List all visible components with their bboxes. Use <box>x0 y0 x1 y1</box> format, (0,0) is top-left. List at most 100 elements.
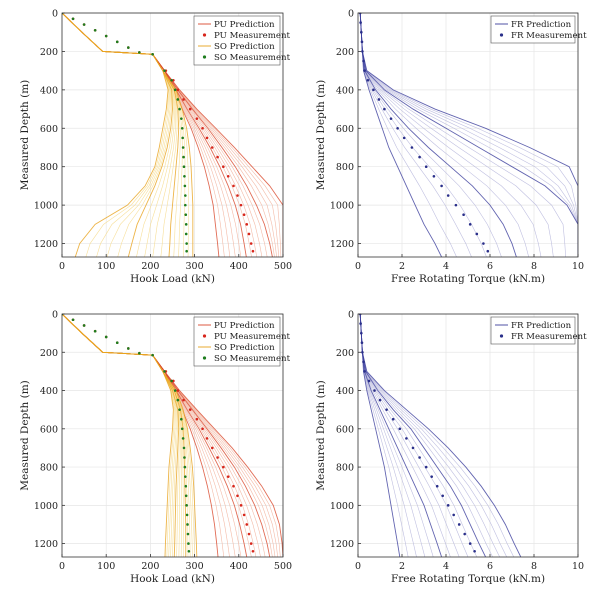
prediction-curve-faint <box>359 13 530 257</box>
measurement-point <box>482 242 485 245</box>
measurement-point <box>247 532 251 536</box>
prediction-curve <box>62 13 173 257</box>
legend-swatch-dot <box>202 33 207 37</box>
panel-hook-load-top: 0 100 200 300 400 500 0 200 400 600 800 1000 1200 Hoo… <box>19 9 292 286</box>
measurement-point <box>418 456 421 459</box>
prediction-curve-faint <box>62 13 181 257</box>
measurement-point <box>210 146 214 149</box>
measurement-point <box>181 146 185 149</box>
measurement-point <box>454 203 458 207</box>
measurement-point <box>195 117 199 120</box>
prediction-curve <box>62 314 198 557</box>
prediction-curve-faint <box>62 13 171 257</box>
prediction-curve <box>62 13 194 257</box>
measurement-point <box>184 232 188 236</box>
measurement-point <box>486 249 490 253</box>
y-tick-label: 600 <box>336 124 354 135</box>
measurement-point <box>186 532 190 536</box>
panel-torque-top: 0 2 4 6 8 10 0 200 400 600 800 1000 1200 Free Rotatin… <box>315 9 587 286</box>
prediction-curve-faint <box>62 314 184 557</box>
y-tick-label: 1200 <box>34 539 58 550</box>
y-tick-label: 200 <box>40 47 58 58</box>
axes-frame <box>357 313 579 558</box>
prediction-curve-faint <box>62 13 176 257</box>
prediction-curve-faint <box>62 314 191 557</box>
measurement-point <box>440 184 443 188</box>
measurement-point <box>182 165 186 169</box>
prediction-curve-faint <box>359 13 542 257</box>
series-so-prediction <box>62 314 198 557</box>
measurement-point <box>201 427 204 431</box>
measurement-point <box>410 146 414 149</box>
measurement-point <box>468 542 472 545</box>
measurement-point <box>360 341 364 345</box>
y-tick-label: 600 <box>40 424 58 435</box>
measurement-point <box>359 322 362 325</box>
measurement-point <box>366 78 370 82</box>
series-fr-prediction <box>359 13 578 257</box>
measurement-point <box>176 98 180 101</box>
legend-label: SO Measurement <box>214 354 291 364</box>
measurement-point <box>205 136 209 140</box>
y-tick-label: 200 <box>336 348 354 359</box>
prediction-curve-faint <box>62 13 170 257</box>
measurement-point <box>232 184 235 188</box>
prediction-curve-faint <box>62 314 181 557</box>
x-tick-label: 6 <box>487 561 493 572</box>
x-axis-label: Free Rotating Torque (kN.m) <box>391 273 545 285</box>
measurement-point <box>239 203 243 207</box>
legend-label: FR Measurement <box>511 332 587 342</box>
measurement-point <box>180 126 184 130</box>
measurement-point <box>468 223 472 226</box>
measurement-point <box>249 242 253 245</box>
y-tick-label: 600 <box>336 424 354 435</box>
measurement-point <box>176 398 180 402</box>
x-tick-label: 500 <box>274 261 292 272</box>
x-tick-label: 300 <box>186 261 204 272</box>
prediction-curve <box>359 314 522 557</box>
x-tick-label: 200 <box>141 261 159 272</box>
x-tick-label: 4 <box>443 561 449 572</box>
measurement-point <box>188 107 192 111</box>
y-tick-label: 800 <box>336 162 354 173</box>
prediction-curve-faint <box>359 314 469 557</box>
y-tick-label: 600 <box>40 124 58 135</box>
x-tick-label: 100 <box>97 561 115 572</box>
x-tick-label: 0 <box>59 261 65 272</box>
legend-label: FR Prediction <box>511 20 572 30</box>
measurement-point <box>178 107 181 111</box>
measurement-point <box>187 549 191 553</box>
measurement-point <box>151 53 154 56</box>
measurement-point <box>242 213 246 217</box>
prediction-curve <box>62 314 180 557</box>
x-tick-label: 300 <box>186 561 204 572</box>
measurement-point <box>475 232 479 236</box>
measurement-point <box>245 523 249 526</box>
series-fr-measurement <box>358 314 476 553</box>
y-tick-label: 1200 <box>330 539 354 550</box>
measurement-point <box>239 504 243 507</box>
measurement-point <box>446 194 450 197</box>
axes-frame <box>61 12 284 258</box>
y-tick-label: 800 <box>40 463 58 474</box>
measurement-point <box>181 136 184 140</box>
prediction-curve-faint <box>359 314 417 557</box>
measurement-point <box>236 494 239 498</box>
axes-frame <box>357 12 579 258</box>
x-tick-label: 2 <box>399 561 405 572</box>
measurement-point <box>71 17 75 21</box>
prediction-curve <box>359 314 487 557</box>
legend-swatch-dot <box>499 33 504 37</box>
y-tick-label: 400 <box>40 386 58 397</box>
measurement-point <box>361 50 364 53</box>
prediction-curve <box>62 314 187 557</box>
measurement-point <box>391 417 395 421</box>
y-tick-label: 400 <box>336 386 354 397</box>
measurement-point <box>446 504 450 507</box>
measurement-point <box>463 532 467 536</box>
measurement-point <box>251 249 255 253</box>
prediction-curve-faint <box>62 314 177 557</box>
